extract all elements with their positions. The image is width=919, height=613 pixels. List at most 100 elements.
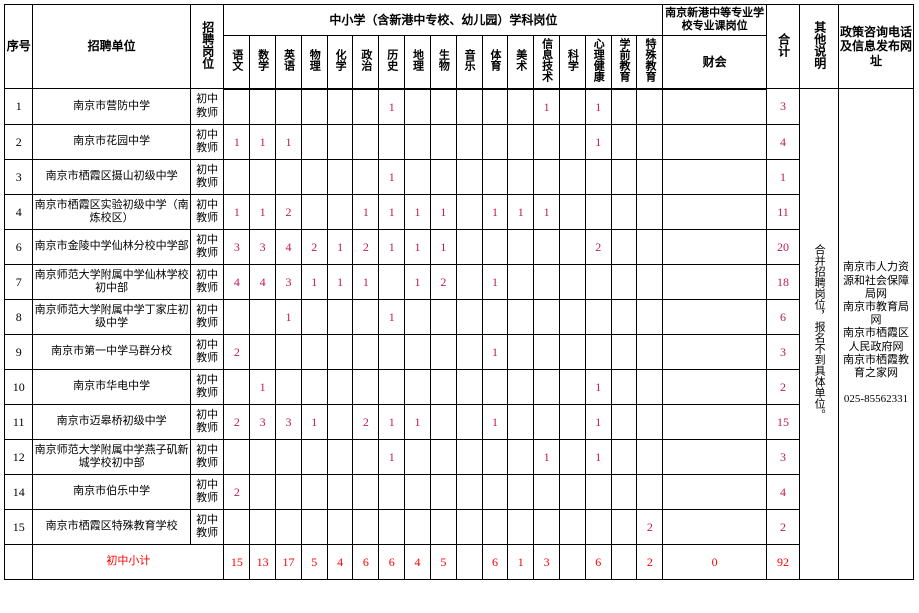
cell-seq: 7 (5, 264, 33, 299)
cell-value (301, 439, 327, 474)
col-subject: 政治 (353, 36, 379, 89)
cell-value (611, 404, 637, 439)
recruitment-table: 序号 招聘单位 招聘岗位 中小学（含新港中专校、幼儿园）学科岗位 南京新港中等专… (4, 4, 914, 580)
col-unit: 招聘单位 (33, 5, 190, 89)
cell-value (508, 159, 534, 194)
col-subject: 语文 (224, 36, 250, 89)
cell-value (327, 89, 353, 125)
cell-total: 4 (766, 124, 800, 159)
cell-value (405, 369, 431, 404)
cell-value: 1 (327, 264, 353, 299)
cell-value (250, 474, 276, 509)
cell-value: 2 (430, 264, 456, 299)
cell-value (379, 369, 405, 404)
cell-value (611, 474, 637, 509)
cell-value: 2 (353, 229, 379, 264)
cell-value: 1 (430, 194, 456, 229)
cell-value (611, 229, 637, 264)
cell-accountant (663, 439, 766, 474)
cell-value: 1 (534, 89, 560, 125)
cell-value: 2 (224, 334, 250, 369)
cell-value: 1 (301, 404, 327, 439)
cell-total: 15 (766, 404, 800, 439)
cell-value (430, 404, 456, 439)
cell-value (585, 159, 611, 194)
table-row: 10南京市华电中学初中教师112 (5, 369, 914, 404)
cell-value (637, 334, 663, 369)
table-row: 8南京师范大学附属中学丁家庄初级中学初中教师116 (5, 299, 914, 334)
cell-value: 1 (250, 369, 276, 404)
subtotal-value: 4 (327, 544, 353, 579)
subtotal-value: 6 (353, 544, 379, 579)
cell-value (276, 89, 302, 125)
cell-value (559, 229, 585, 264)
cell-value: 3 (276, 404, 302, 439)
cell-value (508, 124, 534, 159)
cell-value (405, 159, 431, 194)
cell-accountant (663, 264, 766, 299)
cell-value: 1 (327, 229, 353, 264)
cell-value (327, 439, 353, 474)
cell-value (637, 299, 663, 334)
cell-value: 1 (405, 264, 431, 299)
cell-value: 4 (250, 264, 276, 299)
col-subject: 学前教育 (611, 36, 637, 89)
table-row: 9南京市第一中学马群分校初中教师213 (5, 334, 914, 369)
cell-value (379, 124, 405, 159)
cell-value (430, 334, 456, 369)
cell-value (559, 439, 585, 474)
cell-value (353, 509, 379, 544)
table-row: 1南京市营防中学初中教师1113合并招聘岗位，报名不到具体单位。南京市人力资源和… (5, 89, 914, 125)
cell-value: 3 (276, 264, 302, 299)
cell-value (611, 194, 637, 229)
cell-accountant (663, 124, 766, 159)
cell-value (611, 369, 637, 404)
cell-value: 2 (353, 404, 379, 439)
cell-value (611, 159, 637, 194)
cell-value (250, 439, 276, 474)
cell-total: 6 (766, 299, 800, 334)
cell-seq: 12 (5, 439, 33, 474)
cell-value (585, 334, 611, 369)
cell-value (482, 439, 508, 474)
table-row: 3南京市栖霞区摄山初级中学初中教师11 (5, 159, 914, 194)
subtotal-value (456, 544, 482, 579)
cell-value (534, 509, 560, 544)
cell-value (224, 369, 250, 404)
cell-value (430, 159, 456, 194)
subtotal-accountant: 0 (663, 544, 766, 579)
cell-value: 1 (585, 404, 611, 439)
table-row: 7南京师范大学附属中学仙林学校初中部初中教师44311112118 (5, 264, 914, 299)
cell-position: 初中教师 (190, 474, 224, 509)
cell-value (637, 124, 663, 159)
cell-position: 初中教师 (190, 229, 224, 264)
cell-value (456, 159, 482, 194)
cell-value (353, 474, 379, 509)
cell-value (508, 264, 534, 299)
cell-value (611, 299, 637, 334)
cell-unit: 南京师范大学附属中学仙林学校初中部 (33, 264, 190, 299)
cell-value: 1 (585, 124, 611, 159)
cell-value: 1 (224, 124, 250, 159)
cell-value (456, 299, 482, 334)
cell-other-note: 合并招聘岗位，报名不到具体单位。 (800, 89, 839, 580)
cell-value: 1 (482, 264, 508, 299)
cell-value: 1 (430, 229, 456, 264)
cell-value (224, 89, 250, 125)
cell-value (637, 89, 663, 125)
cell-accountant (663, 229, 766, 264)
cell-value (327, 474, 353, 509)
col-subject: 化学 (327, 36, 353, 89)
cell-value (224, 299, 250, 334)
cell-accountant (663, 299, 766, 334)
cell-value (482, 369, 508, 404)
cell-value: 2 (224, 404, 250, 439)
cell-value (585, 474, 611, 509)
cell-value: 1 (250, 194, 276, 229)
cell-value (482, 89, 508, 125)
cell-unit: 南京师范大学附属中学燕子矶新城学校初中部 (33, 439, 190, 474)
col-subject: 生物 (430, 36, 456, 89)
table-row: 12南京师范大学附属中学燕子矶新城学校初中部初中教师1113 (5, 439, 914, 474)
cell-value (559, 334, 585, 369)
cell-value: 1 (353, 264, 379, 299)
